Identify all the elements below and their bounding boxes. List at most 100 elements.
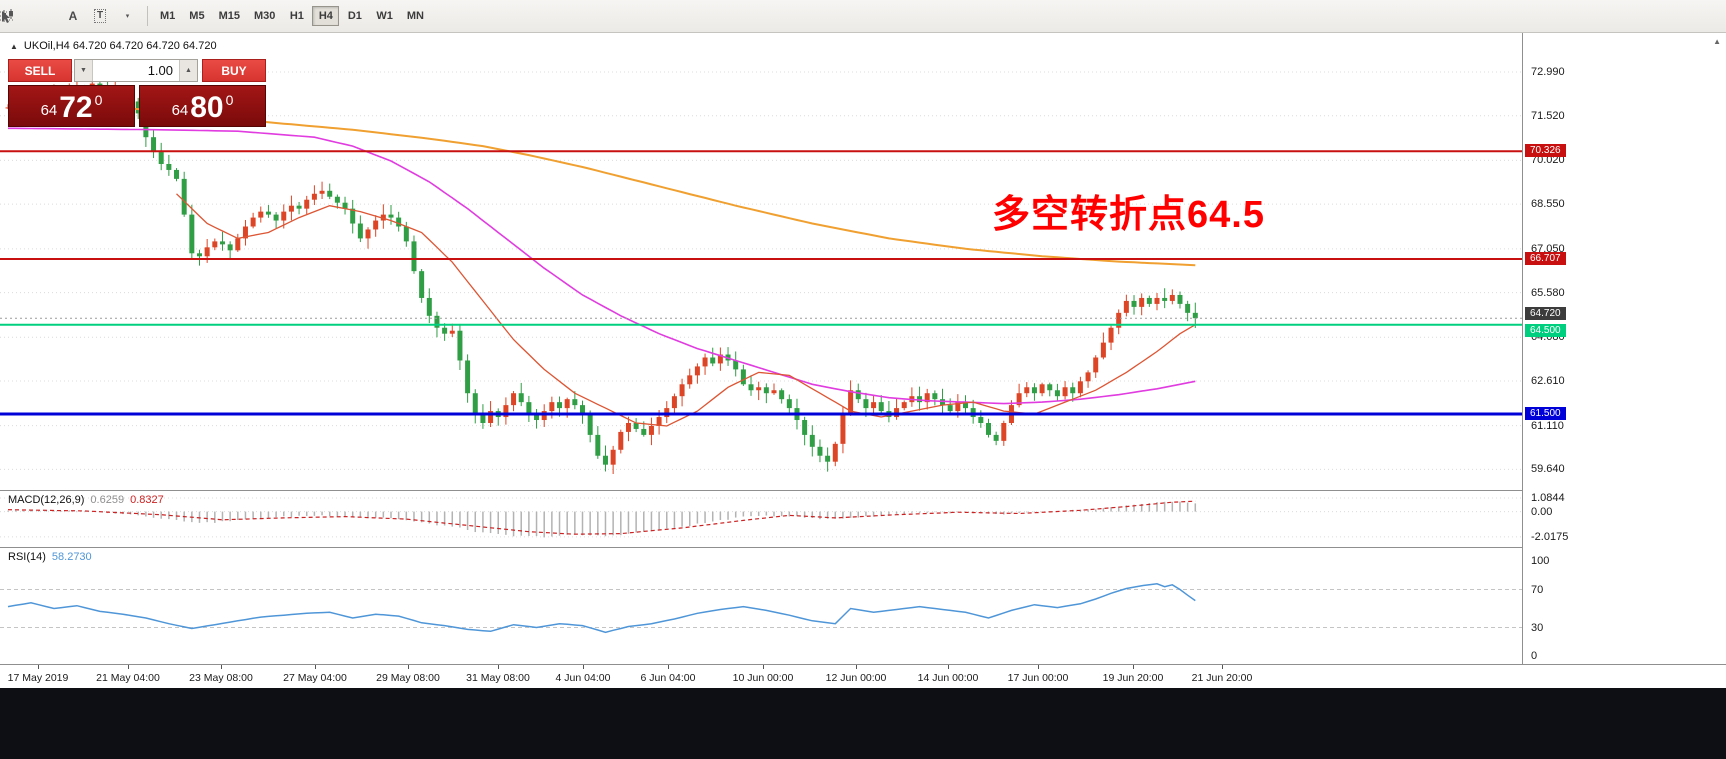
time-tick <box>1133 665 1134 669</box>
sell-price-sup: 0 <box>94 92 103 108</box>
timeframe-group: M1 M5 M15 M30 H1 H4 D1 W1 MN <box>154 6 432 26</box>
label-tool-button[interactable]: A <box>60 5 86 27</box>
macd-signal-value: 0.8327 <box>130 494 164 506</box>
time-axis[interactable]: 17 May 2019 21 May 04:00 23 May 08:00 27 Ma… <box>0 664 1726 688</box>
time-axis-label: 4 Jun 04:00 <box>555 672 611 684</box>
main-chart-canvas[interactable] <box>0 33 1522 490</box>
toolbar-separator <box>147 6 148 26</box>
price-scale-label: 72.990 <box>1531 66 1565 78</box>
time-tick <box>1222 665 1223 669</box>
one-click-trade-panel: SELL ▼ ▲ BUY 64 72 0 64 80 0 <box>8 59 268 127</box>
buy-button[interactable]: BUY <box>202 59 266 82</box>
volume-decrease-button[interactable]: ▼ <box>75 60 93 81</box>
tf-button-mn[interactable]: MN <box>406 10 424 22</box>
chart-title: UKOil,H4 64.720 64.720 64.720 64.720 <box>23 40 217 52</box>
time-axis-label: 21 May 04:00 <box>96 672 160 684</box>
panel-divider[interactable] <box>0 490 1726 491</box>
time-axis-label: 10 Jun 00:00 <box>732 672 794 684</box>
chart-title-row: ▲ UKOil,H4 64.720 64.720 64.720 64.720 <box>10 40 217 52</box>
rsi-line <box>7 583 1196 634</box>
candles-layer <box>5 76 1198 474</box>
time-tick <box>763 665 764 669</box>
tf-button-d1[interactable]: D1 <box>347 10 362 22</box>
price-badge-66.707: 66.707 <box>1525 252 1566 266</box>
price-scale-label: 62.610 <box>1531 375 1565 387</box>
buy-price-big: 80 <box>190 91 224 124</box>
tf-button-h1[interactable]: H1 <box>289 10 304 22</box>
sell-button[interactable]: SELL <box>8 59 72 82</box>
rsi-panel-canvas[interactable] <box>0 549 1522 663</box>
buy-price-prefix: 64 <box>171 102 189 119</box>
rsi-value: 58.2730 <box>51 551 92 563</box>
chart-window: ▲ UKOil,H4 64.720 64.720 64.720 64.720 S… <box>0 33 1726 688</box>
bottom-window-bar <box>0 688 1726 759</box>
chevron-down-icon: ▾ <box>125 13 130 20</box>
rsi-indicator-label: RSI(14) 58.2730 <box>8 551 92 563</box>
time-axis-label: 14 Jun 00:00 <box>917 672 979 684</box>
time-tick <box>128 665 129 669</box>
macd-scale-label: -2.0175 <box>1531 530 1569 543</box>
time-tick <box>1038 665 1039 669</box>
rsi-scale-label: 30 <box>1531 621 1544 634</box>
gridlines <box>0 71 1522 470</box>
time-axis-label: 12 Jun 00:00 <box>825 672 887 684</box>
time-tick <box>498 665 499 669</box>
price-badge-64.500: 64.500 <box>1525 323 1566 337</box>
one-click-panel-toggle[interactable]: ▲ <box>10 41 18 51</box>
time-axis-label: 19 Jun 20:00 <box>1102 672 1164 684</box>
buy-price-sup: 0 <box>225 92 234 108</box>
price-badge-64.720: 64.720 <box>1525 307 1566 321</box>
macd-scale-label: 1.0844 <box>1531 491 1565 504</box>
time-axis-label: 23 May 08:00 <box>189 672 253 684</box>
macd-histogram <box>7 501 1197 538</box>
macd-name: MACD(12,26,9) <box>8 494 85 506</box>
scroll-up-icon[interactable]: ▲ <box>1713 37 1721 46</box>
time-axis-label: 17 May 2019 <box>7 672 69 684</box>
time-axis-label: 29 May 08:00 <box>376 672 440 684</box>
volume-input[interactable] <box>93 60 179 81</box>
tf-button-m15[interactable]: M15 <box>218 10 240 22</box>
tf-button-m1[interactable]: M1 <box>160 10 176 22</box>
panel-divider[interactable] <box>0 547 1726 548</box>
rsi-scale-label: 100 <box>1531 555 1550 567</box>
rsi-name: RSI(14) <box>8 551 46 563</box>
tf-button-h4[interactable]: H4 <box>312 6 340 26</box>
sell-quote-box[interactable]: 64 72 0 <box>8 85 135 127</box>
price-axis[interactable]: ▲ 72.990 71.520 70.020 68.550 67.050 65.580 64… <box>1522 33 1726 664</box>
sell-price-prefix: 64 <box>40 102 58 119</box>
ma-mid-line <box>8 127 1196 405</box>
macd-indicator-label: MACD(12,26,9) 0.6259 0.8327 <box>8 494 164 506</box>
time-tick <box>221 665 222 669</box>
macd-value: 0.6259 <box>90 494 125 506</box>
tf-button-m30[interactable]: M30 <box>253 10 276 22</box>
sell-price-big: 72 <box>59 91 93 124</box>
text-tool-button[interactable]: T <box>87 5 113 27</box>
toolbar: A T ▾ M1 M5 M15 M30 H1 H4 D1 W1 MN <box>0 0 1726 33</box>
price-scale-label: 59.640 <box>1531 463 1565 476</box>
rsi-scale-label: 0 <box>1531 650 1538 662</box>
chart-annotation-text: 多空转折点64.5 <box>992 194 1265 236</box>
price-scale-label: 71.520 <box>1531 109 1565 122</box>
time-axis-label: 17 Jun 00:00 <box>1007 672 1069 684</box>
grid-icon-button[interactable] <box>0 5 59 27</box>
cursor-tool-button[interactable]: ▾ <box>2 5 140 27</box>
price-scale-label: 65.580 <box>1531 286 1565 299</box>
macd-panel-canvas[interactable] <box>0 492 1522 546</box>
tf-button-m5[interactable]: M5 <box>189 10 205 22</box>
macd-signal-line <box>7 500 1196 535</box>
volume-increase-button[interactable]: ▲ <box>179 60 197 81</box>
price-scale-label: 70.020 <box>1531 154 1565 167</box>
tf-button-w1[interactable]: W1 <box>376 10 393 22</box>
price-scale-label: 61.110 <box>1531 419 1564 432</box>
cursor-icon <box>2 10 10 23</box>
time-axis-label: 27 May 04:00 <box>283 672 347 684</box>
time-tick <box>315 665 316 669</box>
text-tool-icon: T <box>93 9 107 23</box>
down-arrow-icon: ▼ <box>80 67 87 74</box>
buy-quote-box[interactable]: 64 80 0 <box>139 85 266 127</box>
price-scale-label: 67.050 <box>1531 242 1565 255</box>
price-badge-61.500: 61.500 <box>1525 407 1566 421</box>
rsi-scale-label: 70 <box>1531 583 1544 596</box>
time-tick <box>583 665 584 669</box>
time-axis-label: 31 May 08:00 <box>466 672 530 684</box>
